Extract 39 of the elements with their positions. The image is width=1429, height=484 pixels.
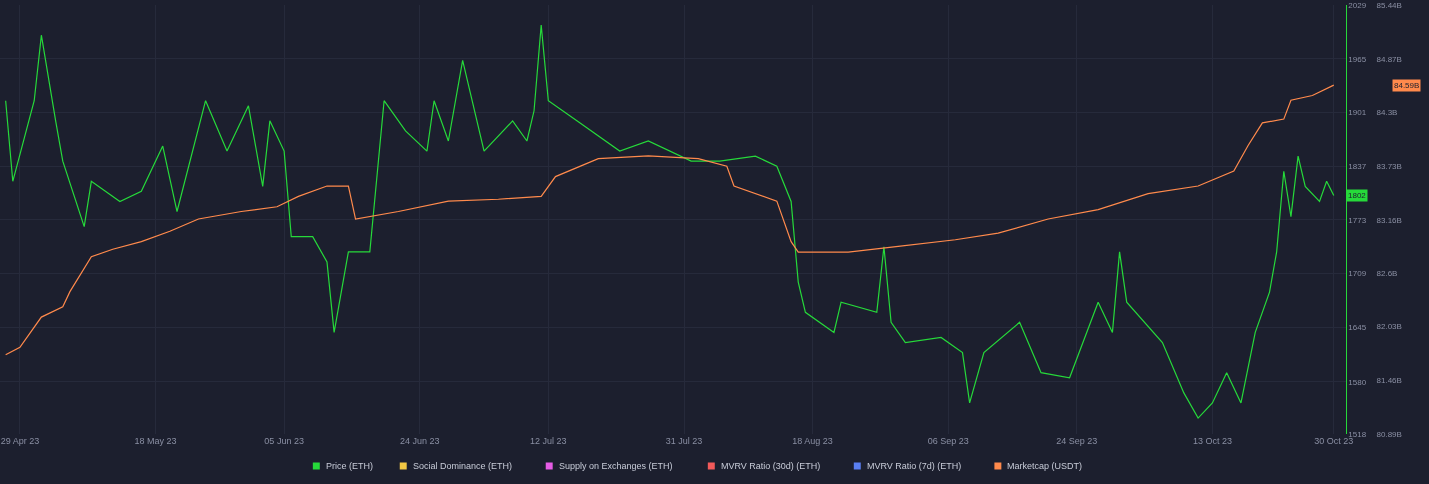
- x-tick-label: 31 Jul 23: [665, 436, 703, 446]
- x-tick-label: 29 Apr 23: [0, 436, 40, 446]
- x-tick-label: 18 May 23: [134, 436, 177, 446]
- x-tick-label: 18 Aug 23: [792, 436, 833, 446]
- x-tick-label: 05 Jun 23: [264, 436, 304, 446]
- y-tick-label: 1837: [1348, 161, 1367, 171]
- x-tick-label: 13 Oct 23: [1192, 436, 1232, 446]
- x-tick-label: 24 Jun 23: [400, 436, 440, 446]
- x-tick-label: 12 Jul 23: [530, 436, 567, 446]
- line-series: [5, 84, 1335, 356]
- y-tick-label: 1580: [1348, 377, 1367, 387]
- x-tick-label: 06 Sep 23: [927, 436, 969, 446]
- y-tick-label: 1645: [1348, 323, 1367, 333]
- y2-tick-label: 83.73B: [1376, 162, 1402, 172]
- y2-tick-label: 84.87B: [1376, 54, 1402, 64]
- y-tick-label: 2029: [1348, 0, 1367, 10]
- x-tick-label: 24 Sep 23: [1056, 436, 1098, 446]
- y-tick-label: 1901: [1348, 108, 1367, 118]
- y-tick-label: 1773: [1348, 215, 1367, 225]
- legend-label: Price (ETH): [326, 461, 373, 471]
- text: 84.59B: [1394, 81, 1420, 90]
- x-tick-label: 30 Oct 23: [1314, 436, 1354, 446]
- y2-tick-label: 80.89B: [1376, 429, 1402, 439]
- y2-tick-label: 82.6B: [1376, 268, 1398, 278]
- legend-label: Supply on Exchanges (ETH): [559, 461, 673, 471]
- y2-tick-label: 82.03B: [1376, 322, 1402, 332]
- line-series: [5, 24, 1335, 419]
- y-tick-label: 1518: [1348, 429, 1367, 439]
- y2-tick-label: 85.44B: [1376, 0, 1402, 10]
- y2-tick-label: 81.46B: [1376, 376, 1402, 386]
- y-tick-label: 1709: [1348, 269, 1367, 279]
- legend-label: Marketcap (USDT): [1007, 461, 1083, 471]
- legend-label: Social Dominance (ETH): [413, 461, 513, 471]
- y-tick-label: 1965: [1348, 54, 1367, 64]
- y2-tick-label: 84.3B: [1376, 108, 1398, 118]
- legend-label: MVRV Ratio (30d) (ETH): [721, 461, 821, 471]
- y2-tick-label: 83.16B: [1376, 215, 1402, 225]
- legend-label: MVRV Ratio (7d) (ETH): [867, 461, 962, 471]
- text: 1802: [1348, 191, 1367, 200]
